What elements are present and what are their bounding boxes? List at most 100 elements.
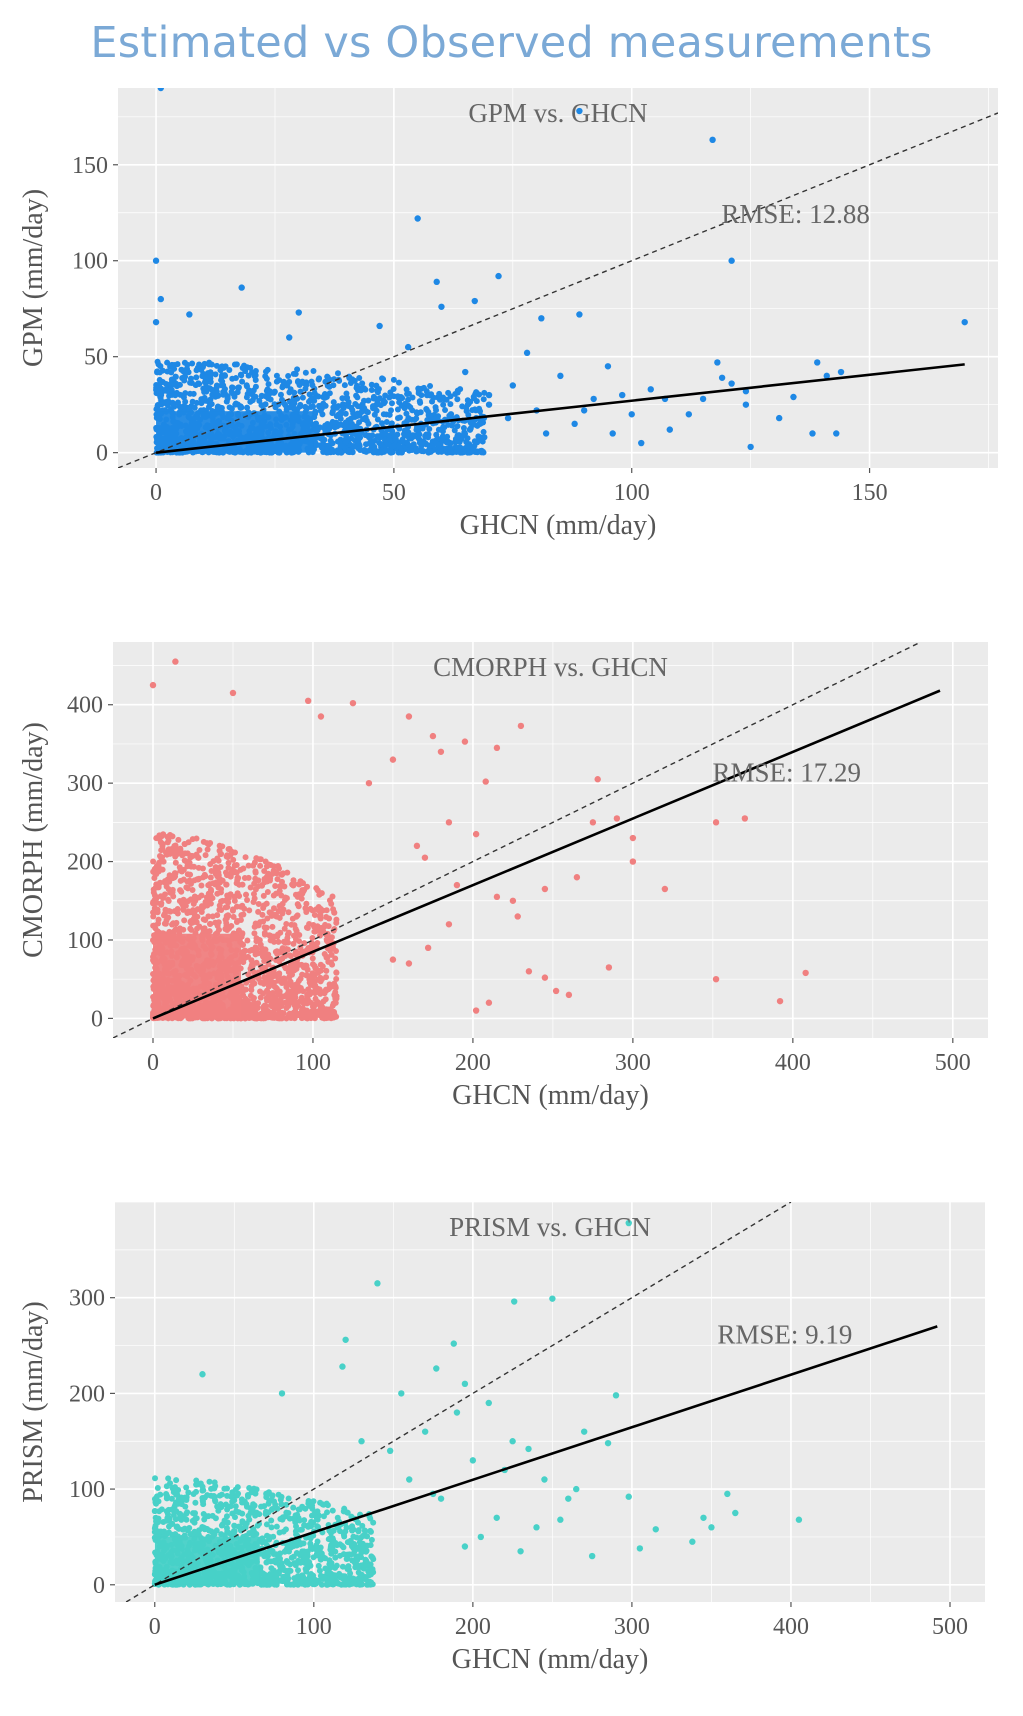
cmorph-data-point [712,819,720,826]
gpm-cloud-point [318,444,325,451]
prism-data-point [386,1447,394,1455]
gpm-data-point [376,322,383,330]
gpm-data-point [152,318,160,326]
gpm-cloud-point [353,392,360,399]
cmorph-cloud-point [330,1000,337,1007]
cmorph-cloud-point [234,874,241,881]
gpm-cloud-point [437,446,444,453]
gpm-cloud-point [481,389,488,396]
cmorph-cloud-point [189,836,196,843]
gpm-cloud-point [413,409,420,416]
gpm-cloud-point [172,392,179,399]
cmorph-data-point [389,956,397,963]
cmorph-cloud-point [153,895,160,902]
cmorph-cloud-point [170,893,177,900]
gpm-cloud-point [332,404,339,411]
prism-cloud-point [316,1567,323,1574]
cmorph-data-point [605,964,613,971]
cmorph-data-point [405,960,413,967]
prism-y-axis-label: PRISM (mm/day) [18,1301,49,1502]
gpm-cloud-point [473,398,480,405]
prism-data-point [461,1380,469,1388]
cmorph-cloud-point [277,882,284,889]
gpm-cloud-point [246,387,253,394]
gpm-cloud-point [279,384,286,391]
gpm-data-point [961,318,968,326]
prism-data-point [541,1476,548,1483]
gpm-cloud-point [326,426,333,433]
cmorph-cloud-point [323,974,330,981]
cmorph-cloud-point [207,840,214,847]
gpm-cloud-point [337,415,344,422]
prism-cloud-point [351,1576,358,1583]
cmorph-data-point [541,885,549,893]
cmorph-cloud-point [309,935,316,942]
cmorph-cloud-point [287,994,294,1001]
prism-data-point [511,1298,518,1305]
cmorph-cloud-point [244,896,251,903]
gpm-cloud-point [454,423,461,430]
gpm-cloud-point [228,384,235,391]
prism-data-point [342,1336,349,1343]
cmorph-x-tick-label: 500 [935,1050,971,1076]
cmorph-data-point [349,699,357,707]
cmorph-cloud-point [274,876,281,883]
cmorph-cloud-point [309,955,316,962]
prism-data-point [724,1490,731,1498]
prism-cloud-point [175,1525,182,1532]
cmorph-cloud-point [278,892,285,899]
gpm-cloud-point [168,387,175,394]
gpm-cloud-point [464,443,471,450]
prism-cloud-point [279,1576,286,1583]
gpm-cloud-point [409,394,416,401]
gpm-cloud-point [355,430,362,437]
cmorph-cloud-point [308,999,315,1006]
prism-cloud-point [194,1481,201,1488]
gpm-data-point [438,303,445,310]
gpm-cloud-point [168,376,175,383]
gpm-cloud-point [245,372,252,379]
cmorph-cloud-point [307,905,314,912]
cmorph-data-point [552,987,560,995]
gpm-cloud-point [207,372,214,379]
gpm-cloud-point [326,376,333,383]
prism-data-point [612,1392,620,1399]
gpm-cloud-point [456,448,463,455]
cmorph-cloud-point [162,920,169,927]
gpm-cloud-point [417,399,424,406]
gpm-cloud-point [480,428,487,435]
gpm-cloud-point [371,411,378,418]
cmorph-cloud-point [196,923,203,930]
prism-cloud-point [182,1503,189,1510]
prism-cloud-point [362,1576,369,1583]
cmorph-cloud-point [249,962,256,969]
cmorph-cloud-point [317,961,324,968]
cmorph-cloud-point [272,948,279,955]
prism-fit-line [154,1325,938,1587]
gpm-cloud-point [247,364,254,371]
prism-y-tick-label: 300 [69,1286,105,1312]
prism-cloud-point [243,1503,250,1510]
cmorph-cloud-point [271,933,278,940]
gpm-cloud-point [350,443,357,450]
cmorph-cloud-point [251,930,258,937]
prism-cloud-point [254,1522,261,1529]
prism-cloud-point [267,1570,274,1577]
cmorph-y-tick-label: 100 [67,928,103,954]
prism-cloud-point [347,1537,354,1544]
cmorph-data-point [613,815,621,822]
prism-cloud-point [300,1573,307,1580]
cmorph-cloud-point [188,926,195,933]
prism-cloud-point [284,1577,291,1584]
prism-cloud-point [310,1519,317,1526]
cmorph-cloud-point [265,870,272,877]
cmorph-cloud-point [323,967,330,974]
gpm-cloud-point [156,381,163,388]
cmorph-cloud-point [234,917,241,924]
cmorph-cloud-point [271,983,278,990]
prism-data-point [278,1390,286,1397]
gpm-cloud-point [356,419,363,426]
cmorph-cloud-point [298,994,305,1001]
prism-cloud-point [210,1485,217,1492]
prism-cloud-point [332,1554,339,1561]
